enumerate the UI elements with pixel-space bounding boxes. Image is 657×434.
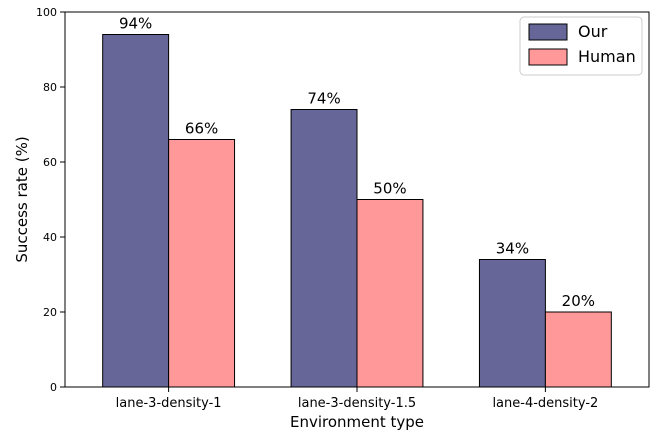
y-tick-label: 20	[43, 306, 57, 319]
data-label-human-1: 66%	[185, 120, 218, 138]
bar-human-1	[168, 139, 236, 388]
x-axis-title: Environment type	[290, 413, 424, 431]
bar-human-3	[544, 311, 612, 388]
bar-our-2	[290, 109, 358, 388]
bar-our-1	[102, 34, 170, 388]
y-tick-label: 40	[43, 231, 57, 244]
x-tick-label: lane-3-density-1	[116, 396, 222, 411]
y-axis-title: Success rate (%)	[13, 136, 31, 262]
y-tick-label: 60	[43, 156, 57, 169]
legend: Our Human	[519, 16, 643, 76]
data-label-our-2: 74%	[307, 90, 340, 108]
x-axis: lane-3-density-1 lane-3-density-1.5 lane-4…	[116, 387, 598, 411]
legend-label-human: Human	[578, 47, 636, 66]
data-labels: 94% 74% 34% 66% 50% 20%	[119, 15, 595, 311]
data-label-our-3: 34%	[496, 240, 529, 258]
y-tick-label: 80	[43, 81, 57, 94]
legend-swatch-human	[528, 48, 568, 66]
legend-swatch-our	[528, 23, 568, 41]
bar-our-3	[478, 259, 546, 388]
y-axis: 0 20 40 60 80 100	[36, 6, 65, 394]
bars	[102, 34, 612, 388]
bar-human-2	[356, 199, 424, 388]
y-tick-label: 100	[36, 6, 57, 19]
x-tick-label: lane-3-density-1.5	[298, 396, 416, 411]
data-label-human-2: 50%	[373, 180, 406, 198]
legend-label-our: Our	[578, 22, 608, 41]
data-label-our-1: 94%	[119, 15, 152, 33]
x-tick-label: lane-4-density-2	[492, 396, 598, 411]
data-label-human-3: 20%	[562, 292, 595, 310]
y-tick-label: 0	[50, 381, 57, 394]
